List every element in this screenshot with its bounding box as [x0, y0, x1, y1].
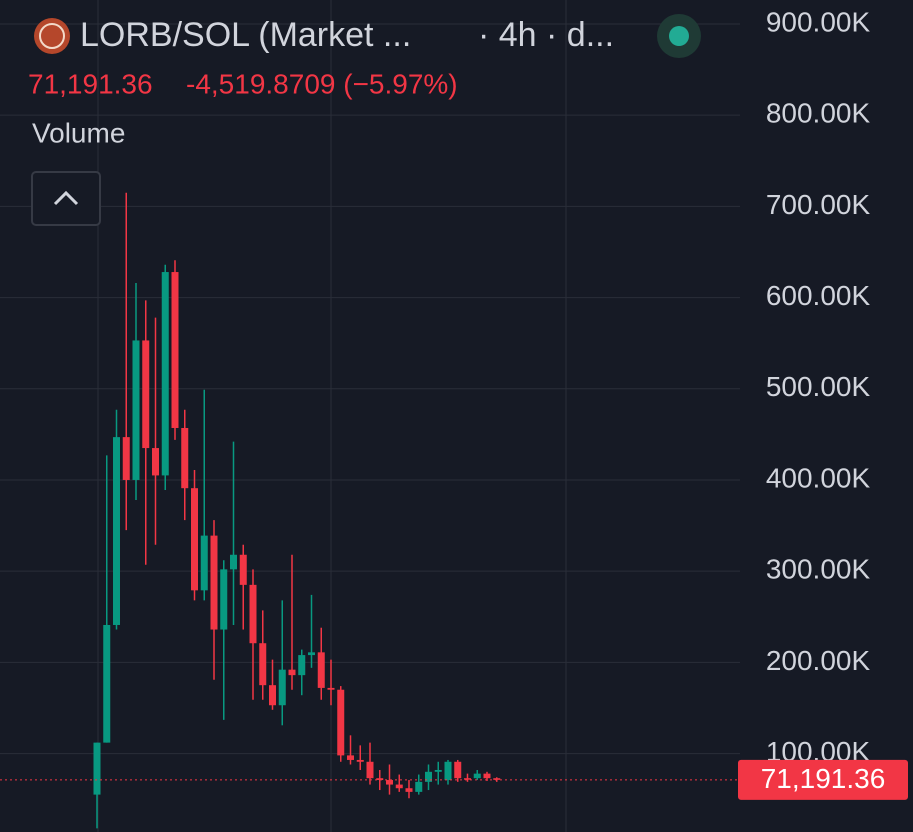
candle-body: [210, 535, 218, 630]
candle-body: [122, 437, 130, 480]
candle-body: [113, 437, 120, 625]
symbol-title[interactable]: LORB/SOL (Market ...: [80, 16, 411, 54]
candle-body: [356, 759, 364, 762]
y-tick-label: 300.00K: [766, 554, 871, 585]
candle-body: [269, 685, 276, 706]
candle-body: [152, 448, 159, 476]
candle-body: [239, 554, 247, 585]
candle-body: [347, 755, 354, 760]
y-tick-label: 400.00K: [766, 462, 871, 493]
candle-body: [425, 771, 432, 782]
candle-body: [386, 780, 393, 785]
candle-body: [434, 769, 442, 772]
y-tick-label: 200.00K: [766, 645, 871, 676]
candle-body: [376, 778, 384, 781]
candle-body: [317, 652, 325, 688]
last-price-tag: [738, 759, 908, 800]
candle-body: [405, 788, 413, 792]
candle-body: [473, 773, 481, 779]
header: LORB/SOL (Market ... · 4h · d... 71,191.…: [28, 14, 701, 226]
candle-body: [191, 488, 198, 591]
candle-body: [230, 554, 237, 570]
candle-body: [298, 655, 306, 676]
candle-body: [200, 535, 208, 591]
y-tick-label: 600.00K: [766, 280, 871, 311]
candle-body: [415, 781, 423, 792]
candle-body: [161, 272, 169, 476]
collapse-button[interactable]: [31, 171, 101, 226]
candle-body: [278, 669, 286, 706]
candle-body: [142, 340, 150, 449]
candle-body: [132, 340, 140, 480]
plot: [0, 23, 740, 829]
candle-body: [327, 687, 335, 690]
candle-body: [493, 778, 501, 780]
candle-body: [464, 778, 471, 780]
candle-body: [259, 643, 267, 686]
y-tick-label: 800.00K: [766, 98, 871, 129]
candle-body: [483, 773, 491, 779]
chevron-up: [53, 190, 79, 206]
candle-body: [93, 742, 101, 795]
symbol-icon-ring: [39, 23, 65, 49]
y-tick-label: 900.00K: [766, 6, 871, 37]
price-change: -4,519.8709 (−5.97%): [186, 68, 458, 99]
candle-body: [249, 584, 257, 644]
y-axis: 100.00K200.00K300.00K400.00K500.00K600.0…: [738, 6, 908, 800]
status-dot: [669, 26, 689, 46]
last-price: 71,191.36: [28, 68, 153, 99]
candle-body: [220, 569, 228, 630]
last-price-tag-label: 71,191.36: [761, 763, 886, 794]
candle-body: [395, 784, 403, 789]
candle-body: [308, 652, 315, 656]
y-tick-label: 700.00K: [766, 189, 871, 220]
candle-body: [288, 669, 296, 676]
candle-body: [171, 272, 179, 428]
y-tick-label: 500.00K: [766, 371, 871, 402]
candle-body: [181, 427, 189, 489]
interval[interactable]: · 4h · d...: [478, 16, 614, 54]
candle-body: [103, 624, 111, 743]
candle-body: [337, 689, 345, 756]
indicator-label[interactable]: Volume: [32, 117, 125, 148]
candle-body: [454, 761, 462, 779]
candle-body: [444, 761, 452, 781]
candle-body: [366, 761, 374, 779]
